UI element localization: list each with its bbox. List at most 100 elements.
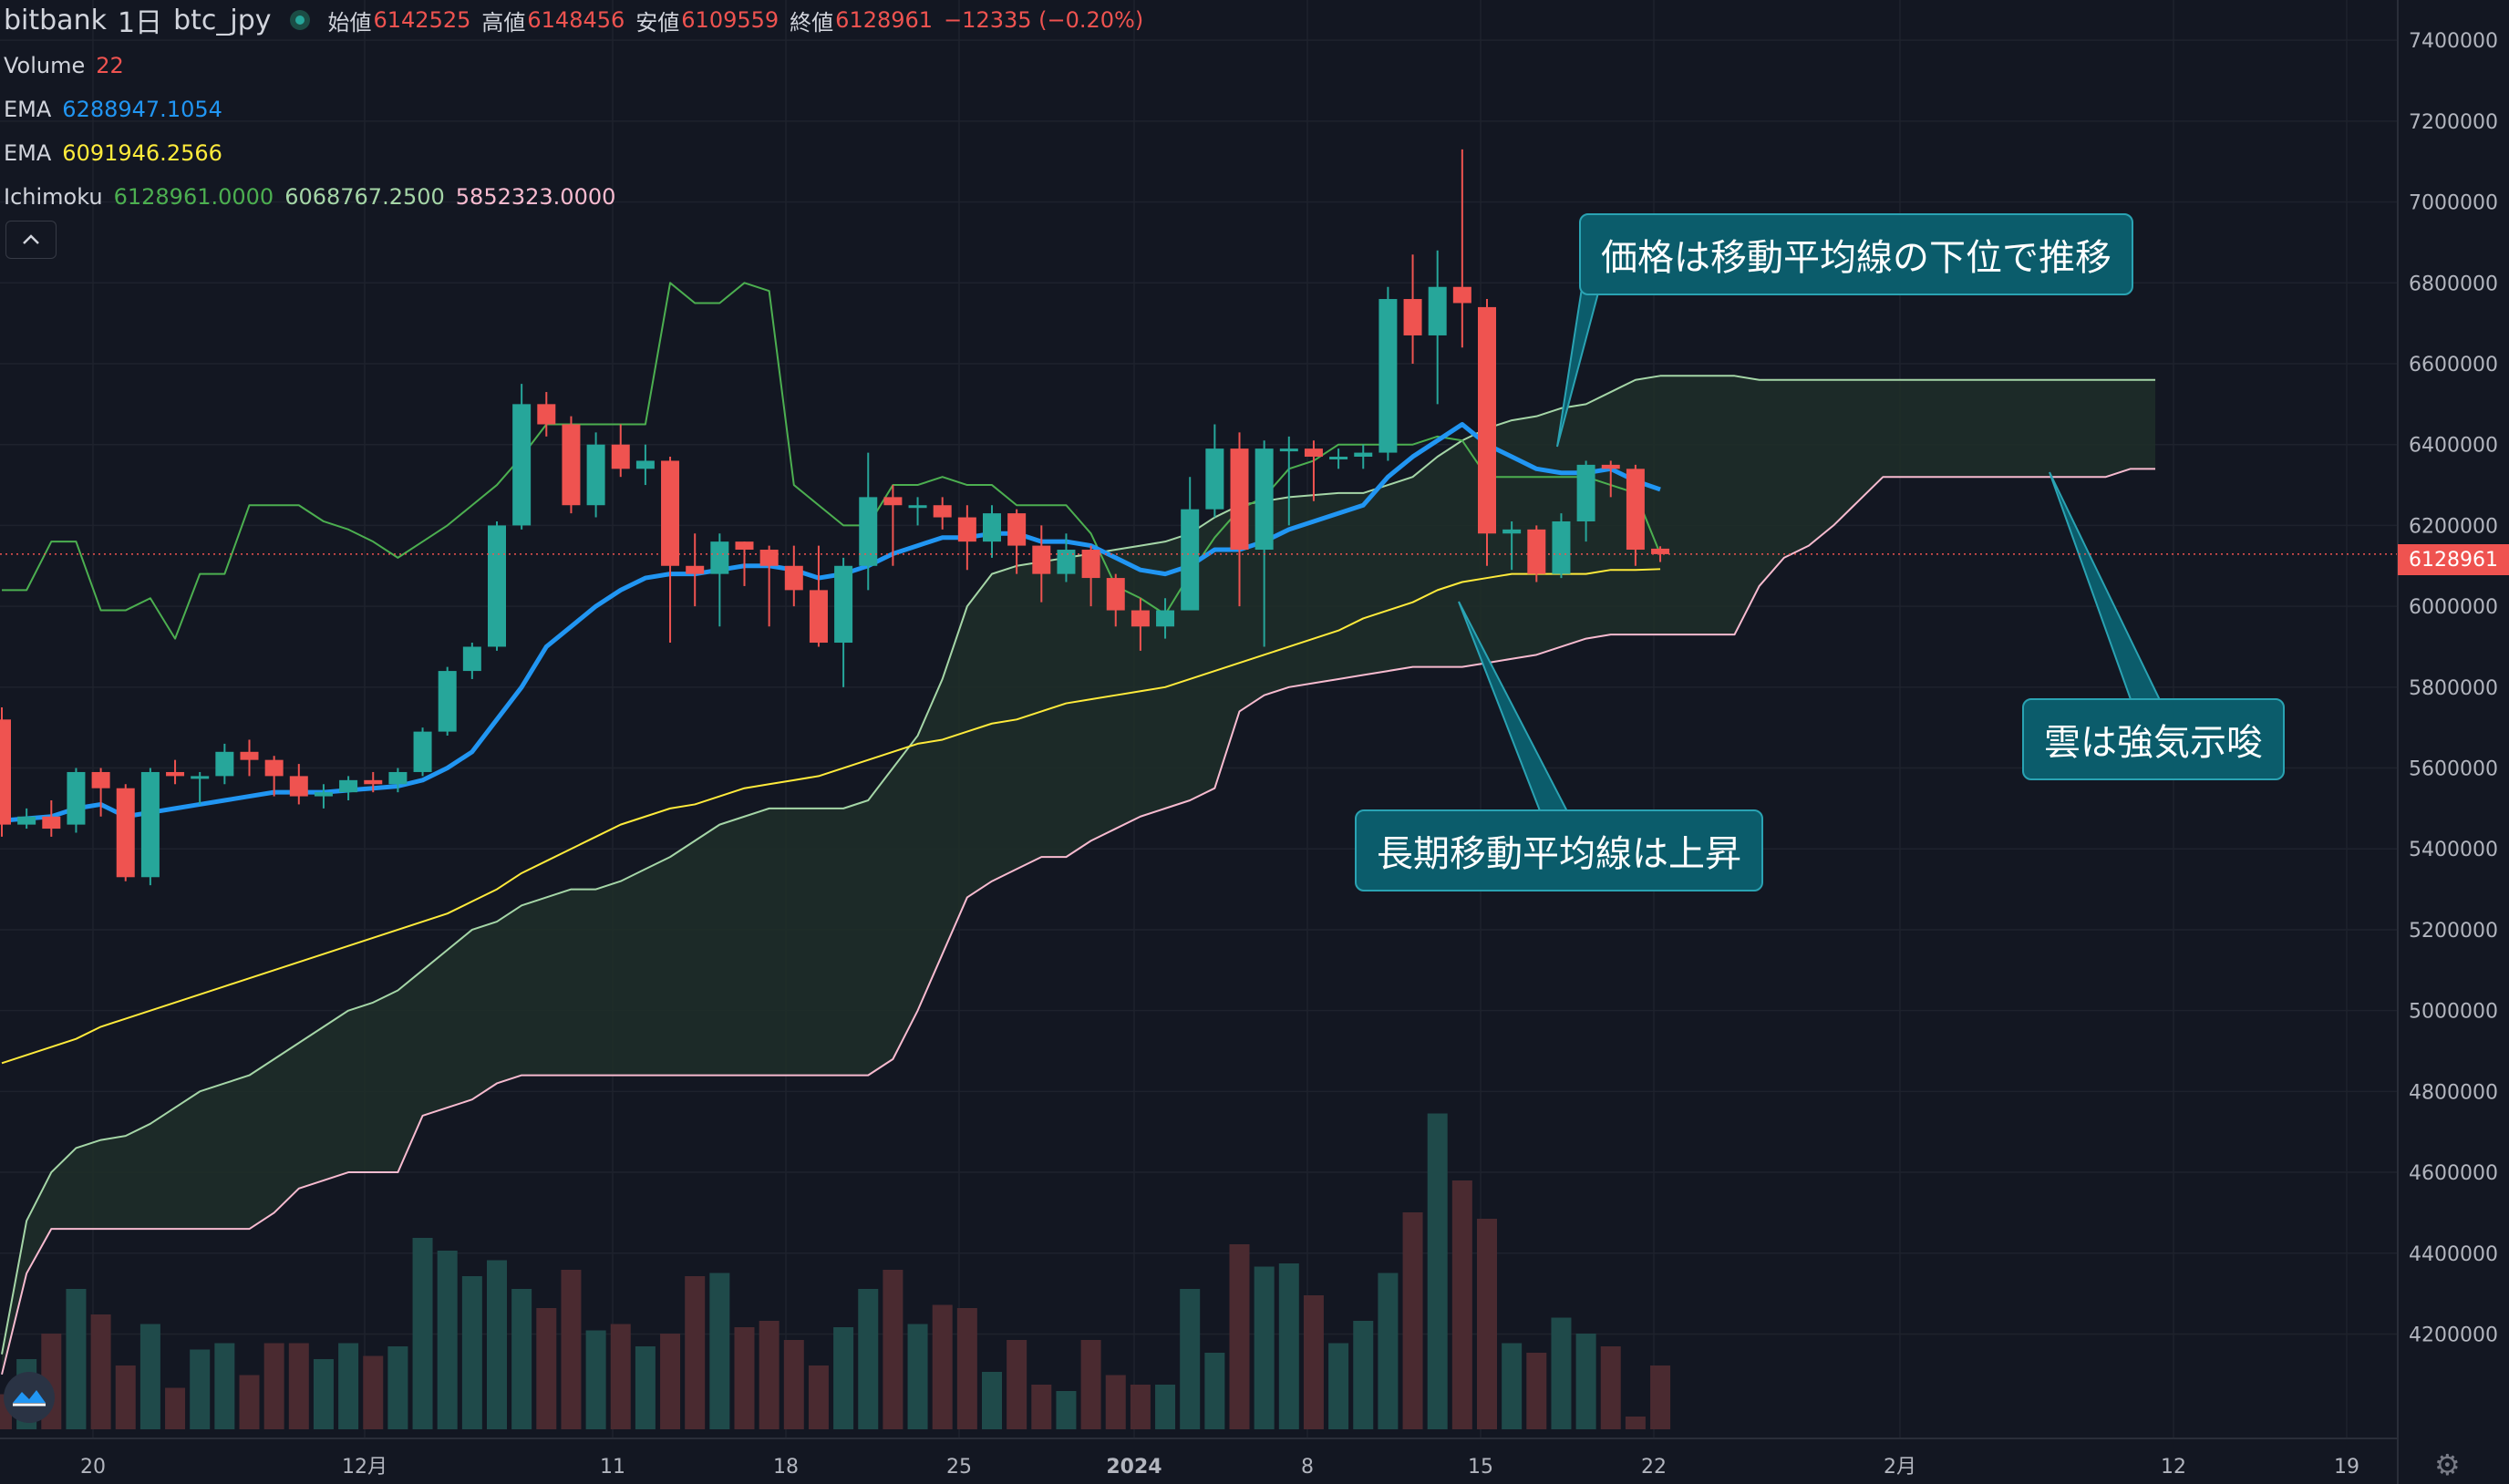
volume-bar bbox=[239, 1375, 260, 1429]
volume-bar bbox=[956, 1308, 977, 1429]
ema-long-line bbox=[1, 568, 1661, 1065]
candle-body bbox=[537, 404, 556, 425]
candle-body bbox=[314, 792, 333, 797]
volume-bar bbox=[1080, 1340, 1101, 1429]
candle-body bbox=[586, 444, 605, 506]
time-tick-label: 18 bbox=[773, 1456, 799, 1479]
volume-value: 22 bbox=[96, 53, 124, 78]
candle-body bbox=[67, 771, 86, 825]
annotation-price-below-ma[interactable]: 価格は移動平均線の下位で推移 bbox=[1579, 213, 2133, 295]
market-status-icon bbox=[289, 10, 310, 30]
symbol-label[interactable]: btc_jpy bbox=[173, 4, 272, 36]
candle-body bbox=[1403, 299, 1422, 335]
time-tick-label: 25 bbox=[946, 1456, 972, 1479]
volume-bar bbox=[90, 1314, 111, 1429]
candle-body bbox=[512, 404, 532, 526]
price-tick-label: 4200000 bbox=[2409, 1324, 2498, 1346]
low-label: 安値 bbox=[635, 9, 680, 36]
volume-bar bbox=[1427, 1113, 1448, 1429]
time-tick-label: 11 bbox=[600, 1456, 625, 1479]
volume-bar bbox=[1451, 1180, 1472, 1429]
time-tick-label: 19 bbox=[2334, 1456, 2359, 1479]
price-tick-label: 6200000 bbox=[2409, 515, 2498, 538]
current-price-tag: 6128961 bbox=[2398, 544, 2509, 575]
candle-body bbox=[1626, 469, 1645, 551]
volume-bar bbox=[982, 1372, 1002, 1429]
volume-bar bbox=[858, 1289, 879, 1429]
time-tick-label: 2024 bbox=[1106, 1456, 1162, 1479]
candle-body bbox=[834, 565, 853, 644]
price-tick-label: 6000000 bbox=[2409, 596, 2498, 619]
candle-body bbox=[1329, 457, 1348, 460]
candle-body bbox=[289, 776, 308, 797]
volume-bar bbox=[412, 1238, 433, 1429]
volume-bar bbox=[1180, 1289, 1201, 1429]
volume-bar bbox=[437, 1251, 458, 1429]
high-value: 6148456 bbox=[527, 7, 625, 33]
candle-body bbox=[1527, 529, 1546, 574]
volume-bar bbox=[1229, 1244, 1250, 1429]
candle-body bbox=[1156, 610, 1175, 627]
low-value: 6109559 bbox=[681, 7, 780, 33]
annotation-long-ma-rising[interactable]: 長期移動平均線は上昇 bbox=[1355, 809, 1763, 891]
ichimoku-legend[interactable]: Ichimoku 6128961.0000 6068767.2500 58523… bbox=[4, 179, 626, 215]
collapse-legend-button[interactable] bbox=[5, 221, 57, 259]
open-value: 6142525 bbox=[373, 7, 471, 33]
volume-bar bbox=[263, 1343, 284, 1429]
volume-bar bbox=[610, 1324, 631, 1429]
volume-bar bbox=[709, 1273, 730, 1429]
ema-long-legend[interactable]: EMA 6091946.2566 bbox=[4, 135, 233, 171]
volume-bar bbox=[685, 1276, 706, 1429]
close-label: 終値 bbox=[790, 9, 834, 36]
volume-bar bbox=[1600, 1346, 1621, 1429]
candle-body bbox=[1254, 448, 1274, 551]
candle-body bbox=[91, 771, 110, 788]
volume-bar bbox=[1031, 1385, 1052, 1429]
volume-bar bbox=[1105, 1375, 1126, 1429]
price-tick-label: 6800000 bbox=[2409, 273, 2498, 295]
ichimoku-value-1: 6128961.0000 bbox=[113, 184, 274, 210]
candle-body bbox=[1230, 448, 1249, 551]
candle-body bbox=[1057, 550, 1076, 574]
volume-bar bbox=[1278, 1263, 1299, 1429]
candle-body bbox=[1106, 578, 1125, 611]
settings-gear-icon[interactable]: ⚙ bbox=[2434, 1448, 2461, 1482]
volume-legend[interactable]: Volume 22 bbox=[4, 47, 135, 84]
interval-label[interactable]: 1日 bbox=[117, 7, 163, 39]
time-axis[interactable]: 20 12月 11 18 25 2024 8 15 22 2月 12 19 bbox=[80, 1456, 2359, 1479]
price-axis[interactable]: 7400000 7200000 7000000 6800000 6600000 64000… bbox=[2409, 30, 2498, 1346]
ichimoku-value-3: 5852323.0000 bbox=[455, 184, 616, 210]
volume-bar bbox=[734, 1327, 755, 1429]
ema-short-label: EMA bbox=[4, 97, 52, 122]
annotation-cloud-bullish[interactable]: 雲は強気示唆 bbox=[2022, 698, 2285, 780]
candle-body bbox=[1502, 529, 1522, 534]
candle-body bbox=[116, 788, 135, 878]
cloud-fill bbox=[2, 376, 2156, 1375]
time-tick-label: 12 bbox=[2161, 1456, 2186, 1479]
candle-body bbox=[908, 505, 927, 509]
candle-body bbox=[191, 776, 210, 779]
volume-bar bbox=[1551, 1317, 1572, 1429]
volume-bar bbox=[907, 1324, 928, 1429]
volume-bar bbox=[1130, 1385, 1151, 1429]
price-tick-label: 6400000 bbox=[2409, 435, 2498, 458]
volume-bar bbox=[387, 1346, 408, 1429]
volume-bar bbox=[1625, 1417, 1646, 1429]
candle-body bbox=[883, 497, 903, 506]
price-tick-label: 7000000 bbox=[2409, 192, 2498, 215]
candle-body bbox=[710, 541, 729, 574]
volume-bar bbox=[1007, 1340, 1027, 1429]
candle-body bbox=[1279, 448, 1298, 452]
candle-body bbox=[661, 460, 680, 566]
ichimoku-value-2: 6068767.2500 bbox=[284, 184, 445, 210]
volume-bar bbox=[883, 1270, 903, 1429]
tradingview-logo-icon[interactable] bbox=[4, 1372, 55, 1423]
price-tick-label: 5400000 bbox=[2409, 839, 2498, 861]
close-value: 6128961 bbox=[835, 7, 934, 33]
candle-body bbox=[1576, 464, 1595, 521]
candle-body bbox=[413, 731, 432, 772]
volume-bar bbox=[783, 1340, 804, 1429]
volume-bar bbox=[808, 1365, 829, 1429]
ema-short-legend[interactable]: EMA 6288947.1054 bbox=[4, 91, 233, 128]
candle-body bbox=[339, 779, 358, 793]
